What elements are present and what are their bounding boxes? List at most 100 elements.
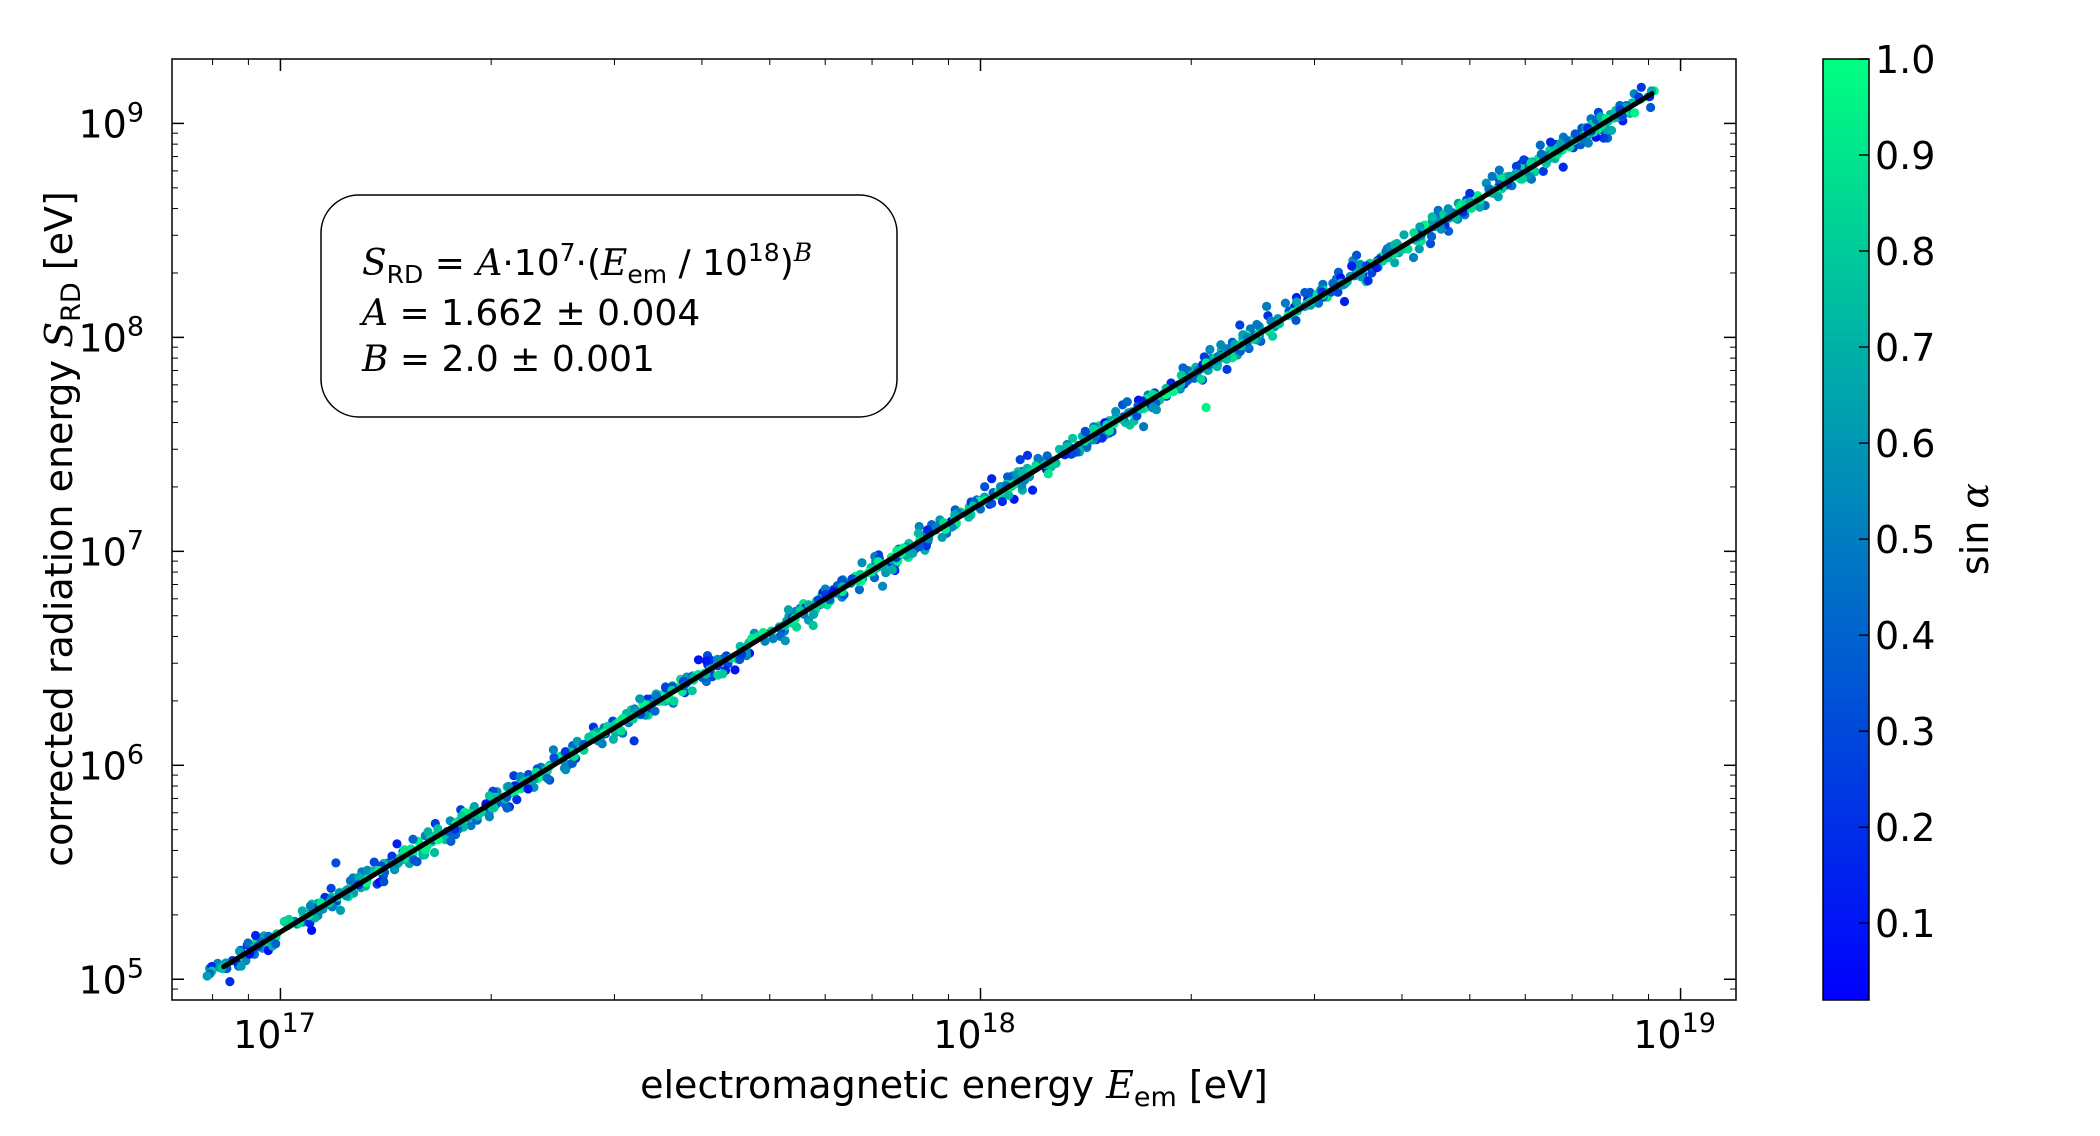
- data-point: [1300, 287, 1310, 298]
- data-point: [1399, 230, 1409, 240]
- data-point: [1511, 161, 1521, 171]
- plot-area-frame: [171, 58, 1737, 1001]
- colorbar-label-prefix: sin: [1953, 509, 1997, 576]
- data-point: [387, 851, 397, 861]
- data-point: [921, 541, 932, 551]
- colorbar-tick-label: 0.5: [1875, 518, 1935, 562]
- data-point: [1390, 258, 1400, 268]
- data-point: [1132, 411, 1142, 421]
- axis-ticks: 1017 1018 1019 105 106 107 108 109: [78, 58, 1736, 1057]
- data-point: [1427, 231, 1437, 242]
- x-axis-label-suffix: [eV]: [1177, 1063, 1268, 1107]
- data-point: [379, 877, 389, 887]
- data-point: [878, 581, 888, 591]
- data-point: [1636, 82, 1646, 92]
- data-point: [392, 839, 402, 849]
- data-point: [1475, 202, 1485, 212]
- data-point: [1415, 222, 1425, 232]
- y-axis-label: corrected radiation energy SRD [eV]: [37, 191, 87, 867]
- fit-annotation-box: SRD = A·107·(Eem / 1018)B A = 1.662 ± 0.…: [320, 194, 898, 418]
- x-tick-label: 1017: [233, 1008, 316, 1057]
- x-axis-label-symbol: E: [1105, 1063, 1134, 1107]
- formula-ten: ·10: [502, 243, 559, 284]
- data-point: [980, 482, 990, 492]
- data-point: [542, 773, 552, 783]
- data-point: [326, 883, 336, 894]
- data-point: [202, 971, 212, 981]
- y-axis-label-suffix: [eV]: [37, 191, 81, 282]
- colorbar-tick-label: 0.9: [1875, 134, 1935, 178]
- formula-a-symbol: A: [473, 243, 502, 284]
- data-point-outlier: [1201, 402, 1211, 413]
- annotation-formula: SRD = A·107·(Eem / 1018)B: [362, 238, 812, 289]
- data-point-outlier: [331, 858, 341, 868]
- data-point: [1003, 472, 1013, 482]
- data-point: [1536, 149, 1546, 159]
- data-point: [1280, 298, 1290, 308]
- data-point-outlier: [1630, 108, 1640, 118]
- data-point: [1425, 239, 1436, 249]
- formula-e-subscript: em: [627, 260, 667, 289]
- data-point: [1414, 244, 1424, 254]
- data-point: [362, 865, 372, 875]
- data-point: [251, 930, 261, 941]
- data-point: [502, 803, 512, 813]
- data-point: [1538, 166, 1548, 176]
- data-point: [701, 656, 712, 666]
- data-point: [1252, 319, 1262, 330]
- data-point: [1427, 212, 1437, 222]
- data-point: [567, 758, 577, 769]
- y-axis-label-prefix: corrected radiation energy: [37, 348, 81, 867]
- formula-paren-open: ·(: [576, 243, 602, 284]
- y-tick-label: 107: [78, 525, 144, 574]
- data-point: [429, 847, 440, 858]
- b-value-text: = 2.0 ± 0.001: [388, 339, 654, 380]
- x-tick-label: 1019: [1633, 1008, 1716, 1057]
- x-axis-label-prefix: electromagnetic energy: [640, 1063, 1106, 1107]
- data-point: [225, 977, 235, 987]
- data-point: [512, 795, 522, 805]
- data-point: [1262, 301, 1272, 311]
- colorbar-tick-label: 0.3: [1875, 710, 1935, 754]
- data-point: [305, 901, 315, 911]
- data-point: [1408, 252, 1419, 263]
- data-point: [1222, 364, 1232, 374]
- data-point: [523, 784, 533, 794]
- data-point: [1599, 133, 1609, 143]
- colorbar-tick-label: 0.1: [1875, 902, 1935, 946]
- data-point: [466, 820, 476, 831]
- data-point: [1178, 363, 1188, 373]
- data-point: [369, 857, 379, 867]
- data-point: [914, 521, 924, 532]
- data-point: [1570, 129, 1580, 139]
- data-point: [354, 872, 364, 882]
- data-point-outlier: [1043, 469, 1053, 479]
- data-point: [1558, 162, 1568, 172]
- data-point: [549, 753, 559, 763]
- formula-equals: =: [423, 243, 476, 284]
- data-point: [1493, 192, 1503, 202]
- data-point: [792, 622, 802, 632]
- y-tick-label: 105: [78, 953, 144, 1002]
- data-point: [1028, 485, 1038, 495]
- data-point: [484, 812, 494, 822]
- a-value-text: = 1.662 ± 0.004: [388, 293, 700, 334]
- y-tick-label: 109: [78, 97, 144, 146]
- data-point: [669, 696, 679, 706]
- y-tick-label: 108: [78, 311, 144, 360]
- data-point: [780, 636, 790, 646]
- data-point: [1363, 276, 1373, 286]
- annotation-a-value: A = 1.662 ± 0.004: [359, 293, 700, 334]
- data-point: [937, 532, 947, 543]
- colorbar-tick-label: 0.6: [1875, 422, 1935, 466]
- data-point: [408, 834, 418, 844]
- data-point: [236, 961, 246, 971]
- formula-divide: / 10: [667, 243, 748, 284]
- data-point: [561, 765, 571, 775]
- data-point: [1494, 165, 1504, 175]
- data-point: [433, 824, 443, 834]
- data-point: [1646, 102, 1656, 113]
- data-point: [297, 906, 307, 916]
- formula-power-18: 18: [748, 238, 780, 267]
